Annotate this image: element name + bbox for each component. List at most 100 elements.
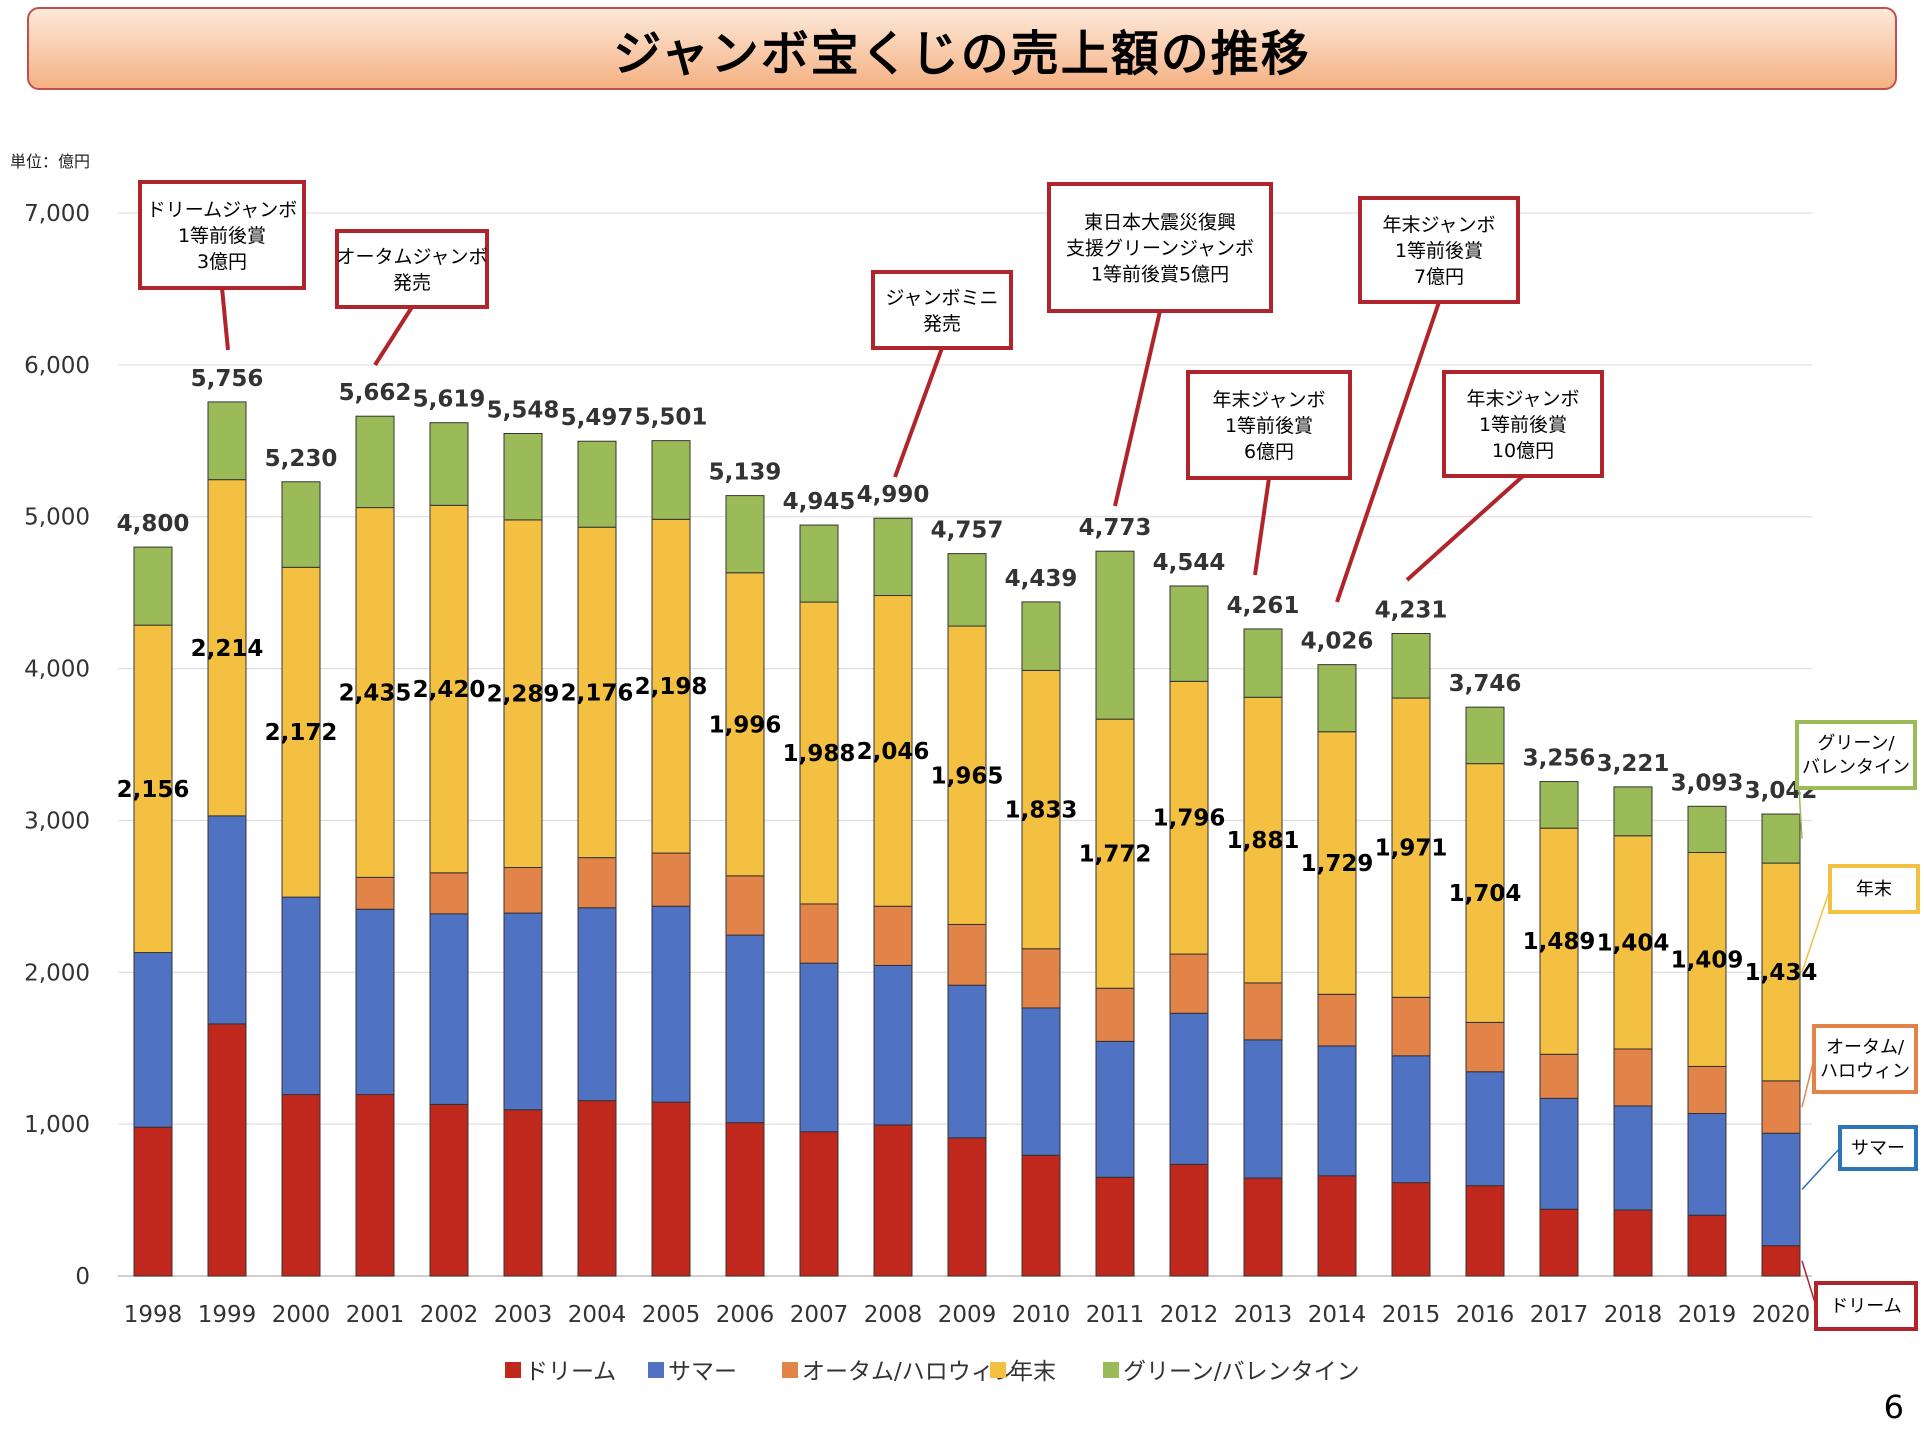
total-value-label: 5,139 [709,460,782,486]
bar-segment [1687,1113,1727,1216]
bar-segment [725,1122,765,1277]
year-end-value-label: 2,420 [413,677,486,703]
callout-text: 年末ジャンボ [1382,214,1495,236]
bar-segment [429,504,469,874]
side-label-box [1812,1024,1918,1094]
bar-segment [1465,1071,1505,1187]
x-tick-label: 2011 [1086,1302,1145,1328]
bar-segment [1687,1214,1727,1277]
side-label-pointer [1801,1147,1841,1190]
bar-segment [725,572,765,877]
side-label-text: サマー [1851,1138,1905,1159]
bar-segment [1317,664,1357,733]
bar-segment [799,903,839,964]
bar-segment [1539,1208,1579,1277]
y-tick-label: 1,000 [24,1112,90,1138]
legend-label: サマー [668,1359,737,1385]
year-end-value-label: 1,971 [1375,836,1448,862]
year-end-value-label: 1,404 [1597,930,1670,956]
bar-segment [1465,706,1505,765]
bar-segment [1391,996,1431,1057]
side-label-box [1795,720,1917,790]
x-tick-label: 2006 [716,1302,775,1328]
callout-box [138,180,306,290]
callout-pointer [373,305,414,367]
bar-segment [947,625,987,925]
total-value-label: 4,800 [117,511,190,537]
bar-segment [651,905,691,1103]
bar-segment [1761,813,1801,864]
bar-segment [133,624,173,954]
bar-segment [1021,669,1061,950]
callout-text: 7億円 [1414,266,1464,288]
bar-segment [577,1100,617,1277]
legend-swatch [1103,1362,1119,1378]
x-tick-label: 2002 [420,1302,479,1328]
total-value-label: 5,548 [487,397,560,423]
side-label-box [1828,864,1920,914]
callout-text: 10億円 [1492,440,1554,462]
x-tick-label: 2005 [642,1302,701,1328]
side-label-box [1838,1125,1918,1171]
bar-segment [1465,763,1505,1023]
bar-segment [429,422,469,506]
x-tick-label: 2001 [346,1302,405,1328]
bar-segment [207,1023,247,1277]
bar-segment [355,415,395,509]
bar-segment [281,896,321,1096]
bar-segment [873,964,913,1126]
year-end-value-label: 1,796 [1153,806,1226,832]
bar-segment [1761,1132,1801,1247]
y-tick-label: 3,000 [24,808,90,834]
x-tick-label: 2012 [1160,1302,1219,1328]
x-tick-label: 2020 [1752,1302,1811,1328]
total-value-label: 3,746 [1449,671,1522,697]
total-value-label: 3,093 [1671,770,1744,796]
bar-segment [503,519,543,869]
total-value-label: 5,662 [339,380,412,406]
year-end-value-label: 1,409 [1671,947,1744,973]
legend-label: オータム/ハロウィン [802,1359,1017,1385]
bar-segment [1169,680,1209,955]
x-tick-label: 1998 [124,1302,183,1328]
side-label-box [1814,1281,1918,1331]
bar-segment [1317,731,1357,995]
bar-segment [651,852,691,907]
callout-pointer [1253,477,1271,576]
bar-segment [503,432,543,521]
x-tick-label: 2010 [1012,1302,1071,1328]
bar-segment [947,984,987,1139]
x-tick-label: 2004 [568,1302,627,1328]
bar-segment [1095,987,1135,1042]
bar-segment [725,875,765,936]
bar-segment [725,934,765,1124]
bar-segment [1169,953,1209,1014]
bar-segment [207,401,247,481]
callout-box [1186,370,1352,480]
bar-segment [1243,982,1283,1041]
year-end-value-label: 1,489 [1523,929,1596,955]
year-end-value-label: 2,198 [635,674,708,700]
bar-segment [577,907,617,1102]
bar-segment [947,553,987,627]
bar-segment [1095,1176,1135,1277]
callout-text: ドリームジャンボ [147,199,297,221]
x-tick-label: 1999 [198,1302,257,1328]
bar-segment [355,876,395,910]
bar-segment [1317,1175,1357,1277]
side-label-text: ハロウィン [1820,1061,1910,1082]
bar-segment [429,913,469,1105]
total-value-label: 4,945 [783,489,856,515]
page-number: 6 [1883,1388,1904,1426]
year-end-value-label: 1,434 [1745,960,1818,986]
bar-segment [873,1124,913,1277]
legend-swatch [990,1362,1006,1378]
bar-segment [1243,628,1283,698]
bar-segment [1539,1097,1579,1210]
bar-segment [1613,786,1653,837]
bar-segment [1613,835,1653,1050]
unit-label: 単位：億円 [10,152,91,171]
year-end-value-label: 1,965 [931,763,1004,789]
callout-text: 年末ジャンボ [1466,388,1579,410]
year-end-value-label: 1,704 [1449,881,1522,907]
